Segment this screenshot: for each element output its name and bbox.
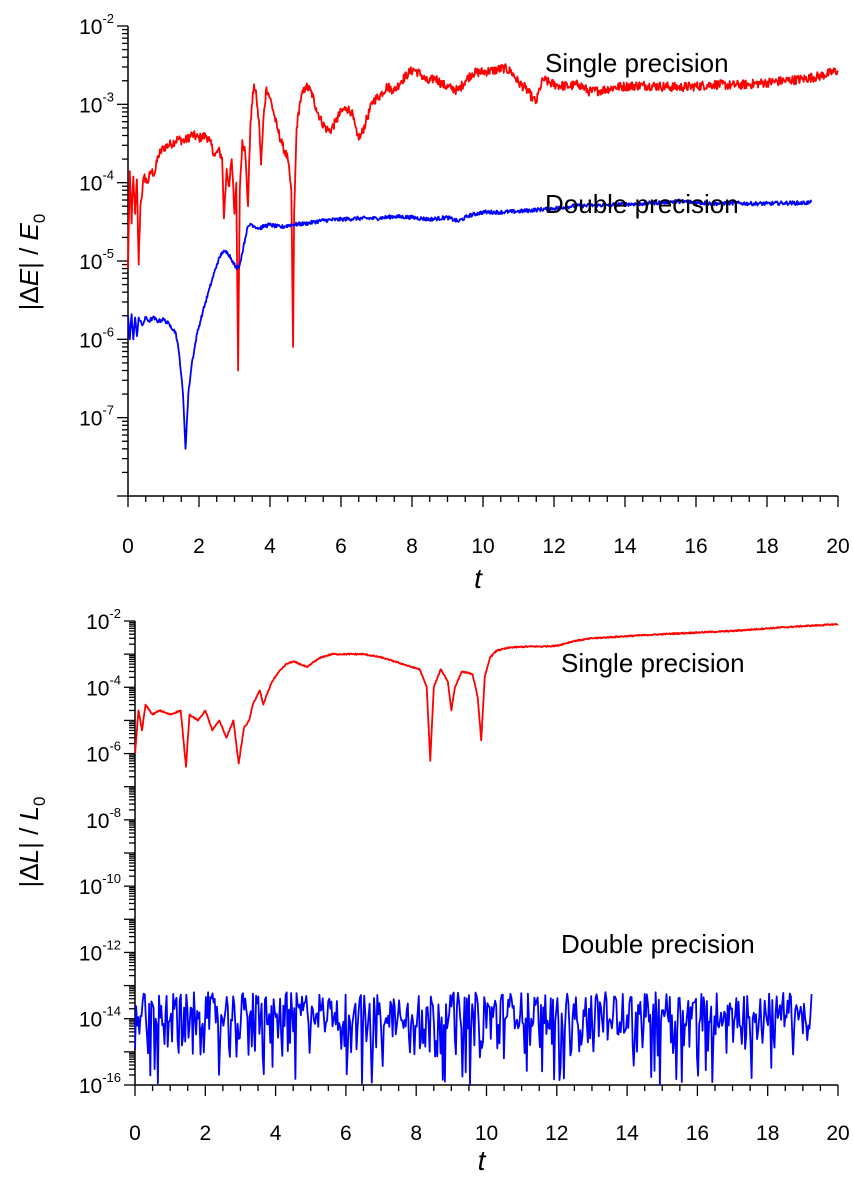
y-tick-exponent: -2 [109,606,121,621]
y-axis-title-subscript: 0 [30,797,49,806]
y-axis-title-delta: Δ [14,863,44,880]
y-tick-label: 10-4 [86,672,121,700]
x-tick-label: 16 [686,1122,709,1145]
y-tick-exponent: -5 [102,246,114,261]
y-axis-title-slash: / [14,240,44,262]
x-tick-label: 6 [340,1122,352,1145]
y-tick-base: 10 [79,942,102,965]
x-tick-label: 4 [264,535,276,558]
series-line-double-precision [127,198,813,450]
y-tick-base: 10 [79,1009,102,1032]
y-tick-exponent: -8 [109,805,121,820]
chart-panel-2: 0 2 4 6 8 10 12 14 16 18 2010-1610-1410-1210-1010-… [14,606,850,1176]
y-tick-exponent: -16 [102,1070,121,1085]
y-tick-label: 10-2 [86,606,121,634]
y-axis-title-abs-open: | [14,881,44,888]
y-tick-label: 10-3 [79,89,114,117]
x-tick-label: 2 [199,1122,211,1145]
y-tick-base: 10 [86,810,109,833]
y-tick-base: 10 [86,611,109,634]
y-tick-exponent: -6 [102,324,114,339]
y-axis-title-abs-close: | [14,262,44,269]
y-tick-base: 10 [86,744,109,767]
y-tick-label: 10-7 [79,403,114,431]
x-tick-label: 18 [756,1122,779,1145]
y-tick-exponent: -14 [102,1004,121,1019]
series-line-single-precision [127,63,839,372]
y-tick-label: 10-5 [79,246,114,274]
series-label-double-precision: Double precision [545,189,739,219]
y-tick-label: 10-4 [79,168,114,196]
x-tick-label: 8 [406,535,418,558]
y-tick-base: 10 [79,94,102,117]
y-axis-title: |ΔE| / E0 [14,214,49,311]
x-tick-label: 20 [826,535,849,558]
y-axis-title-denom: L [14,806,44,820]
y-axis-title-abs-close: | [14,842,44,849]
x-tick-label: 6 [335,535,347,558]
x-tick-label: 0 [129,1122,141,1145]
y-tick-exponent: -4 [102,168,114,183]
x-axis-title: t [474,563,483,594]
x-tick-label: 12 [545,1122,568,1145]
y-axis-title-var: L [14,849,44,863]
series-label-single-precision: Single precision [545,48,729,78]
y-tick-label: 10-6 [86,739,121,767]
x-tick-label: 20 [826,1122,849,1145]
y-tick-exponent: -10 [102,871,121,886]
y-tick-base: 10 [79,16,102,39]
y-tick-base: 10 [79,876,102,899]
x-tick-label: 14 [613,535,637,558]
y-tick-exponent: -12 [102,937,121,952]
y-tick-base: 10 [79,408,102,431]
y-axis-title-delta: Δ [14,286,44,303]
y-tick-exponent: -2 [102,11,114,26]
x-tick-label: 10 [475,1122,498,1145]
x-axis-title: t [478,1145,487,1173]
y-tick-base: 10 [86,677,109,700]
y-axis-title-var: E [14,268,44,286]
series-line-double-precision [134,991,813,1086]
series-line-single-precision [134,623,839,768]
y-tick-label: 10-16 [79,1070,121,1098]
x-tick-label: 4 [270,1122,282,1145]
y-tick-label: 10-8 [86,805,121,833]
series-label-double-precision: Double precision [561,929,755,959]
x-tick-label: 12 [542,535,565,558]
chart-panel-1: 0 2 4 6 8 10 12 14 16 18 2010-710-610-510-410-310-… [14,11,850,594]
x-tick-label: 16 [684,535,707,558]
series-label-single-precision: Single precision [561,648,745,678]
y-axis-title: |ΔL| / L0 [14,797,49,888]
y-axis-title-slash: / [14,820,44,842]
y-tick-label: 10-2 [79,11,114,39]
y-axis-title-denom: E [14,222,44,240]
y-tick-base: 10 [79,251,102,274]
y-tick-label: 10-10 [79,871,121,899]
y-axis-title-subscript: 0 [30,214,49,223]
y-tick-exponent: -6 [109,739,121,754]
x-tick-label: 14 [615,1122,639,1145]
y-tick-exponent: -3 [102,89,114,104]
y-axis-title-abs-open: | [14,304,44,311]
y-tick-label: 10-14 [79,1004,121,1032]
y-tick-base: 10 [79,173,102,196]
y-tick-label: 10-12 [79,937,121,965]
y-tick-exponent: -7 [102,403,114,418]
y-tick-exponent: -4 [109,672,121,687]
y-tick-label: 10-6 [79,324,114,352]
y-tick-base: 10 [79,1075,102,1098]
y-tick-base: 10 [79,329,102,352]
x-tick-label: 8 [410,1122,422,1145]
x-tick-label: 18 [755,535,778,558]
x-tick-label: 2 [193,535,205,558]
x-tick-label: 0 [122,535,134,558]
x-tick-label: 10 [471,535,494,558]
